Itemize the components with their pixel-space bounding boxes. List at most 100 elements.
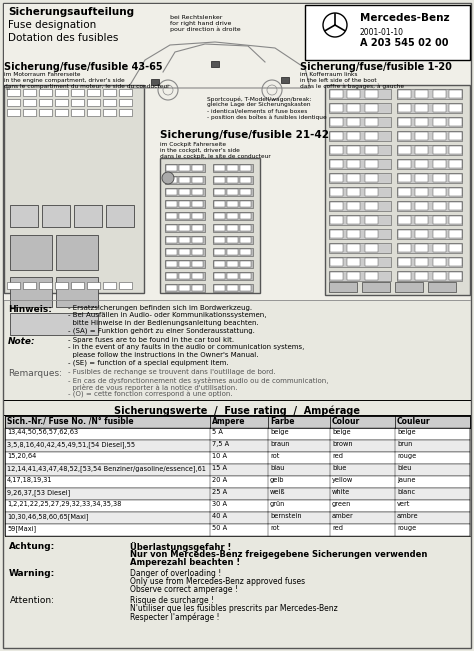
Bar: [227, 225, 238, 231]
Bar: [415, 244, 428, 252]
Bar: [433, 202, 446, 210]
Bar: [166, 177, 177, 183]
Bar: [5, 512, 470, 524]
Bar: [398, 230, 411, 238]
Bar: [192, 261, 203, 267]
Bar: [166, 261, 177, 267]
Bar: [397, 117, 462, 127]
Bar: [365, 244, 378, 252]
Bar: [213, 272, 253, 280]
Bar: [151, 79, 159, 85]
Bar: [397, 271, 462, 281]
Text: Observe correct amperage !: Observe correct amperage !: [130, 585, 238, 594]
Bar: [214, 189, 225, 195]
Text: ambre: ambre: [397, 513, 419, 519]
Bar: [330, 216, 343, 224]
Bar: [449, 132, 462, 140]
Bar: [192, 165, 203, 171]
Text: Couleur: Couleur: [397, 417, 430, 426]
Bar: [433, 258, 446, 266]
Bar: [433, 188, 446, 196]
Text: Colour: Colour: [332, 417, 360, 426]
Bar: [347, 272, 360, 280]
Text: - Fusibles de rechange se trouvent dans l'outillage de bord.: - Fusibles de rechange se trouvent dans …: [68, 369, 275, 375]
Text: A 203 545 02 00: A 203 545 02 00: [360, 38, 448, 48]
Text: Sich.-Nr./ Fuse No. /N° fusible: Sich.-Nr./ Fuse No. /N° fusible: [7, 417, 134, 426]
Text: Fuse designation: Fuse designation: [8, 20, 96, 30]
Bar: [449, 216, 462, 224]
Bar: [103, 89, 116, 96]
Bar: [449, 272, 462, 280]
Bar: [106, 205, 134, 227]
Text: 7,5 A: 7,5 A: [212, 441, 229, 447]
Text: red: red: [332, 525, 343, 531]
Text: Remarques:: Remarques:: [8, 369, 62, 378]
Text: braun: braun: [270, 441, 290, 447]
Bar: [398, 202, 411, 210]
Bar: [398, 118, 411, 126]
Bar: [23, 89, 36, 96]
Bar: [397, 201, 462, 211]
Bar: [214, 165, 225, 171]
Bar: [166, 249, 177, 255]
Text: Sicherung/fuse/fusible 21-42: Sicherung/fuse/fusible 21-42: [160, 130, 329, 140]
Bar: [398, 272, 411, 280]
Bar: [227, 261, 238, 267]
Bar: [213, 176, 253, 184]
Bar: [449, 230, 462, 238]
Bar: [227, 189, 238, 195]
Bar: [166, 273, 177, 279]
Text: Sportcoupé, T-Modell/wagon/break:
gleiche Lage der Sicherungskasten
- identical/: Sportcoupé, T-Modell/wagon/break: gleich…: [207, 96, 327, 120]
Bar: [179, 201, 190, 207]
Text: prière de vous reporter à la notice d'utilisation.: prière de vous reporter à la notice d'ut…: [68, 384, 237, 391]
Bar: [87, 99, 100, 106]
Bar: [433, 160, 446, 168]
Bar: [433, 174, 446, 182]
Text: Sicherungswerte  /  Fuse rating  /  Ampérage: Sicherungswerte / Fuse rating / Ampérage: [114, 406, 360, 417]
Text: 3,5,8,16,40,42,45,49,51,[54 Diesel],55: 3,5,8,16,40,42,45,49,51,[54 Diesel],55: [7, 441, 135, 448]
Text: - Bei Ausfällen in Audio- oder Kommunikationssystemen,: - Bei Ausfällen in Audio- oder Kommunika…: [68, 312, 266, 318]
Bar: [240, 213, 251, 219]
Bar: [165, 272, 205, 280]
Bar: [347, 188, 360, 196]
Bar: [7, 89, 20, 96]
Bar: [213, 212, 253, 220]
Bar: [397, 131, 462, 141]
Text: red: red: [332, 453, 343, 459]
Bar: [415, 174, 428, 182]
Text: blue: blue: [332, 465, 346, 471]
Text: 43: 43: [6, 87, 11, 91]
Bar: [192, 273, 203, 279]
Bar: [398, 104, 411, 112]
Text: 20 A: 20 A: [212, 477, 227, 483]
Bar: [103, 282, 116, 289]
Bar: [42, 205, 70, 227]
Text: bleu: bleu: [397, 465, 411, 471]
Bar: [179, 249, 190, 255]
Bar: [55, 89, 68, 96]
Bar: [192, 249, 203, 255]
Text: - Spare fuses are to be found in the car tool kit.: - Spare fuses are to be found in the car…: [68, 337, 234, 343]
Text: 15 A: 15 A: [212, 465, 227, 471]
Text: Nur von Mercedes-Benz freigegebene Sicherungen verwenden: Nur von Mercedes-Benz freigegebene Siche…: [130, 550, 428, 559]
Bar: [179, 237, 190, 243]
Text: Danger of overloading !: Danger of overloading !: [130, 569, 221, 578]
Bar: [398, 188, 411, 196]
Bar: [329, 103, 391, 113]
Text: 25 A: 25 A: [212, 489, 227, 495]
Text: 12,14,41,43,47,48,52,[53,54 Benziner/gasoline/essence],61: 12,14,41,43,47,48,52,[53,54 Benziner/gas…: [7, 465, 206, 472]
Bar: [23, 109, 36, 116]
Bar: [365, 160, 378, 168]
Bar: [5, 416, 470, 428]
Bar: [330, 230, 343, 238]
Text: N'utiliser que les fusibles prescrits par Mercedes-Benz: N'utiliser que les fusibles prescrits pa…: [130, 604, 338, 613]
Bar: [240, 249, 251, 255]
Bar: [433, 216, 446, 224]
Bar: [227, 273, 238, 279]
Bar: [23, 99, 36, 106]
Text: rouge: rouge: [397, 453, 416, 459]
Bar: [433, 230, 446, 238]
Bar: [397, 89, 462, 99]
Bar: [213, 260, 253, 268]
Bar: [329, 117, 391, 127]
